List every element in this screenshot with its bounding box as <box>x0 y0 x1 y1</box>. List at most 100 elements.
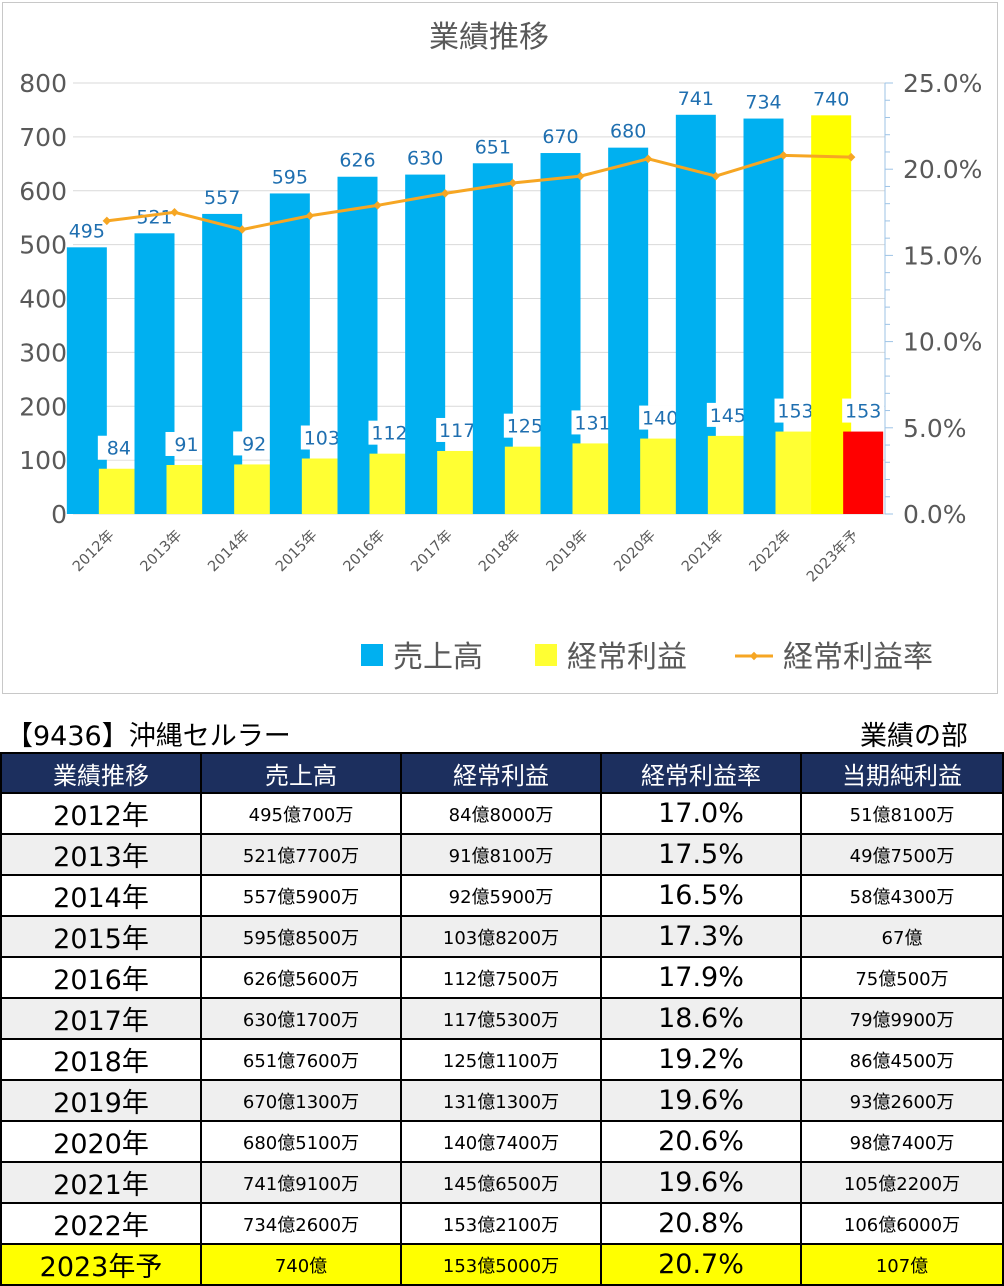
ordinary-margin-cell: 17.0% <box>600 792 802 835</box>
ordinary-profit-cell: 145億6500万 <box>400 1161 602 1204</box>
company-title: 【9436】沖縄セルラー <box>6 721 291 752</box>
year-cell: 2023年予 <box>0 1243 202 1286</box>
chart-canvas: 業績推移 0 100 200 300 400 500 600 700 800 0.0% 5.0% 10.… <box>19 20 982 675</box>
sales-cell: 630億1700万 <box>200 997 402 1040</box>
sales-cell: 680億5100万 <box>200 1120 402 1163</box>
y-left-tick-label: 100 <box>19 446 67 475</box>
table-row: 2020年 680億5100万 140億7400万 20.6% 98億7400万 <box>0 1120 1004 1163</box>
data-label-sales: 734 <box>745 92 781 114</box>
ratio-point <box>373 201 382 210</box>
table-row: 2012年 495億700万 84億8000万 17.0% 51億8100万 <box>0 792 1004 835</box>
ordinary-profit-cell: 140億7400万 <box>400 1120 602 1163</box>
bar-ordinary-2019年 <box>572 443 613 514</box>
net-income-cell: 86億4500万 <box>800 1038 1004 1081</box>
sales-cell: 740億 <box>200 1243 402 1286</box>
bar-ordinary-2017年 <box>437 450 478 514</box>
table-row: 2018年 651億7600万 125億1100万 19.2% 86億4500万 <box>0 1038 1004 1081</box>
table-row: 2013年 521億7700万 91億8100万 17.5% 49億7500万 <box>0 833 1004 876</box>
ordinary-margin-cell: 18.6% <box>600 997 802 1040</box>
sales-cell: 495億700万 <box>200 792 402 835</box>
data-label-bg <box>97 435 140 460</box>
sales-cell: 557億5900万 <box>200 874 402 917</box>
ordinary-margin-cell: 19.2% <box>600 1038 802 1081</box>
y-left-tick-label: 300 <box>19 338 67 367</box>
year-cell: 2014年 <box>0 874 202 917</box>
data-label-bg <box>842 398 885 423</box>
ordinary-profit-cell: 125億1100万 <box>400 1038 602 1081</box>
data-label-sales: 680 <box>610 121 646 143</box>
legend-label-ordinary: 経常利益 <box>567 640 687 675</box>
net-income-cell: 67億 <box>800 915 1004 958</box>
legend-swatch-ordinary <box>535 644 557 666</box>
y-right-tick-label: 15.0% <box>903 241 982 270</box>
ordinary-margin-cell: 20.6% <box>600 1120 802 1163</box>
y-left-tick-label: 0 <box>51 500 67 529</box>
ordinary-profit-cell: 112億7500万 <box>400 956 602 999</box>
data-label-bg <box>233 431 276 456</box>
data-label-bg <box>503 413 546 438</box>
sales-cell: 734億2600万 <box>200 1202 402 1245</box>
ordinary-margin-cell: 17.3% <box>600 915 802 958</box>
bar-sales-2014年 <box>202 213 243 514</box>
ordinary-margin-cell: 19.6% <box>600 1161 802 1204</box>
x-tick-label: 2014年 <box>205 527 253 575</box>
legend-marker-ratio <box>749 651 759 661</box>
data-label-sales: 626 <box>339 150 375 172</box>
data-label-ordinary: 91 <box>174 434 198 456</box>
ordinary-profit-cell: 103億8200万 <box>400 915 602 958</box>
net-income-cell: 105億2200万 <box>800 1161 1004 1204</box>
ratio-point <box>305 211 315 220</box>
x-tick-label: 2012年 <box>69 527 117 575</box>
data-label-bg <box>165 431 208 456</box>
data-label-bg <box>639 405 682 430</box>
data-label-bg <box>300 425 343 450</box>
legend-swatch-sales <box>361 644 383 666</box>
bar-ordinary-2023年予 <box>843 431 884 514</box>
data-label-ordinary: 153 <box>845 401 881 423</box>
net-income-cell: 51億8100万 <box>800 792 1004 835</box>
net-income-cell: 106億6000万 <box>800 1202 1004 1245</box>
data-label-sales: 495 <box>69 220 105 242</box>
x-tick-label: 2018年 <box>475 527 523 575</box>
bar-ordinary-2015年 <box>301 458 342 514</box>
y-right-tick-label: 10.0% <box>903 328 982 357</box>
table-row: 2016年 626億5600万 112億7500万 17.9% 75億500万 <box>0 956 1004 999</box>
data-label-ordinary: 103 <box>304 428 340 450</box>
x-tick-label: 2022年 <box>746 527 794 575</box>
data-label-bg <box>368 420 411 445</box>
x-tick-label: 2015年 <box>272 527 320 575</box>
data-label-ordinary: 140 <box>642 408 678 430</box>
data-label-ordinary: 117 <box>439 420 475 442</box>
ordinary-margin-cell: 19.6% <box>600 1079 802 1122</box>
table-row: 2022年 734億2600万 153億2100万 20.8% 106億6000万 <box>0 1202 1004 1245</box>
bar-ordinary-2013年 <box>166 464 207 514</box>
performance-table: 業績推移 売上高 経常利益 経常利益率 当期純利益 2012年 495億700万 8… <box>0 752 1004 1286</box>
ordinary-margin-cell: 16.5% <box>600 874 802 917</box>
year-cell: 2021年 <box>0 1161 202 1204</box>
table-row: 2023年予 740億 153億5000万 20.7% 107億 <box>0 1243 1004 1286</box>
col-header-sales: 売上高 <box>200 752 402 794</box>
bar-ordinary-2018年 <box>504 446 545 514</box>
x-tick-label: 2019年 <box>543 527 591 575</box>
data-label-sales: 741 <box>678 88 714 110</box>
col-header-ordinary-profit: 経常利益 <box>400 752 602 794</box>
bar-ordinary-2020年 <box>640 438 681 514</box>
y-left-tick-label: 700 <box>19 123 67 152</box>
y-right-tick-label: 0.0% <box>903 500 967 529</box>
ordinary-profit-cell: 131億1300万 <box>400 1079 602 1122</box>
table-header-row: 業績推移 売上高 経常利益 経常利益率 当期純利益 <box>0 752 1004 794</box>
sales-cell: 670億1300万 <box>200 1079 402 1122</box>
data-label-sales: 557 <box>204 187 240 209</box>
ordinary-profit-cell: 153億2100万 <box>400 1202 602 1245</box>
ordinary-profit-cell: 117億5300万 <box>400 997 602 1040</box>
ratio-point <box>102 216 112 226</box>
table-row: 2019年 670億1300万 131億1300万 19.6% 93億2600万 <box>0 1079 1004 1122</box>
net-income-cell: 49億7500万 <box>800 833 1004 876</box>
col-header-net-income: 当期純利益 <box>800 752 1004 794</box>
table-row: 2017年 630億1700万 117億5300万 18.6% 79億9900万 <box>0 997 1004 1040</box>
table-row: 2015年 595億8500万 103億8200万 17.3% 67億 <box>0 915 1004 958</box>
sales-cell: 651億7600万 <box>200 1038 402 1081</box>
year-cell: 2017年 <box>0 997 202 1040</box>
bar-ordinary-2012年 <box>98 468 139 514</box>
y-left-tick-label: 400 <box>19 285 67 314</box>
